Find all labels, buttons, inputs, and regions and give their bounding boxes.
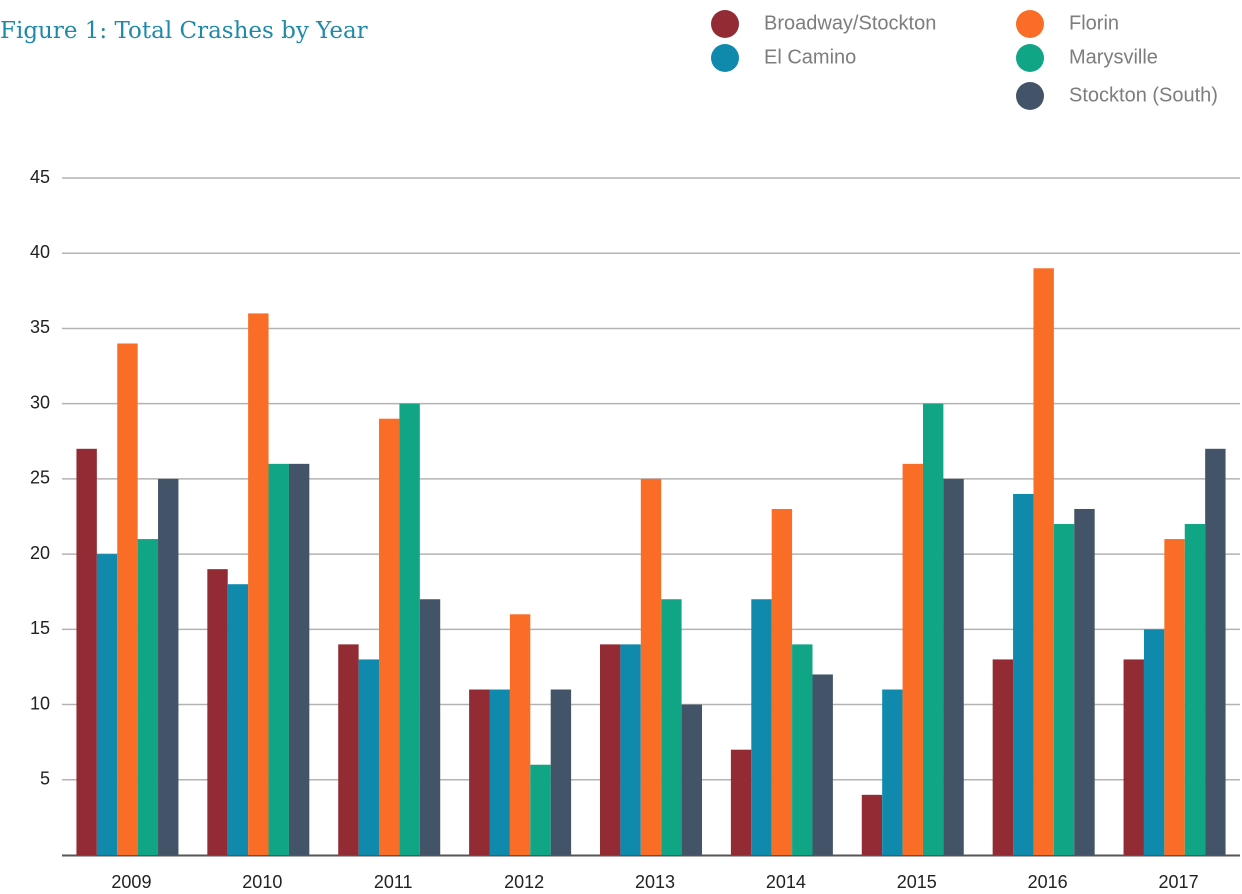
x-tick-label: 2016 [1028, 872, 1068, 892]
bar [1143, 629, 1165, 855]
bar [792, 644, 813, 855]
bar [399, 403, 420, 855]
bar [358, 659, 380, 855]
x-tick-label: 2012 [504, 872, 544, 892]
bar [227, 584, 249, 855]
bar [812, 674, 833, 855]
legend-marker [711, 10, 739, 38]
y-tick-label: 15 [30, 618, 50, 638]
bar [943, 478, 964, 855]
y-tick-label: 25 [30, 468, 50, 488]
bar [640, 478, 662, 855]
y-tick-label: 45 [30, 167, 50, 187]
bar [288, 463, 310, 855]
x-tick-label: 2011 [374, 872, 413, 892]
bar [1033, 268, 1054, 855]
bar [1074, 508, 1095, 855]
bar [530, 764, 551, 855]
bar [600, 644, 621, 855]
y-tick-label: 5 [40, 769, 50, 789]
x-tick-label: 2013 [635, 872, 675, 892]
bar [96, 554, 118, 855]
legend-marker [711, 44, 739, 72]
bar [268, 463, 289, 855]
x-tick-label: 2009 [111, 872, 151, 892]
y-tick-label: 10 [30, 693, 50, 713]
bar [207, 569, 228, 855]
bar [861, 794, 883, 855]
legend-label: Marysville [1069, 46, 1158, 68]
bar [681, 704, 702, 855]
bar [661, 599, 682, 855]
x-tick-label: 2017 [1159, 872, 1199, 892]
y-tick-label: 40 [30, 242, 50, 262]
x-tick-label: 2015 [897, 872, 937, 892]
x-tick-label: 2010 [242, 872, 282, 892]
bar [137, 539, 159, 855]
bar [922, 403, 944, 855]
bar [902, 463, 923, 855]
legend-label: El Camino [764, 46, 856, 68]
bar [489, 689, 510, 855]
bar [550, 689, 572, 855]
bar [751, 599, 772, 855]
bar [1184, 524, 1206, 855]
legend-marker [1016, 82, 1044, 110]
bar [117, 343, 138, 855]
bar [1205, 448, 1226, 855]
legend-label: Broadway/Stockton [764, 12, 936, 34]
bar [76, 448, 97, 855]
bar [771, 508, 793, 855]
bar [338, 644, 359, 855]
bar [379, 418, 400, 855]
y-tick-label: 35 [30, 317, 50, 337]
y-tick-label: 20 [30, 543, 50, 563]
bar [509, 614, 531, 855]
bar [469, 689, 490, 855]
bar [1123, 659, 1144, 855]
bar [419, 599, 441, 855]
legend-marker [1016, 44, 1044, 72]
bar [730, 749, 752, 855]
legend-label: Florin [1069, 12, 1119, 34]
bar [992, 659, 1014, 855]
bar [620, 644, 641, 855]
bar [1053, 524, 1075, 855]
legend-label: Stockton (South) [1069, 84, 1218, 106]
bar [1164, 539, 1185, 855]
x-tick-label: 2014 [766, 872, 806, 892]
bar [1013, 493, 1034, 855]
bar [248, 313, 269, 855]
bar [158, 478, 179, 855]
legend-marker [1016, 10, 1044, 38]
chart-title: Figure 1: Total Crashes by Year [0, 18, 368, 44]
bar [882, 689, 903, 855]
y-tick-label: 30 [30, 392, 50, 412]
